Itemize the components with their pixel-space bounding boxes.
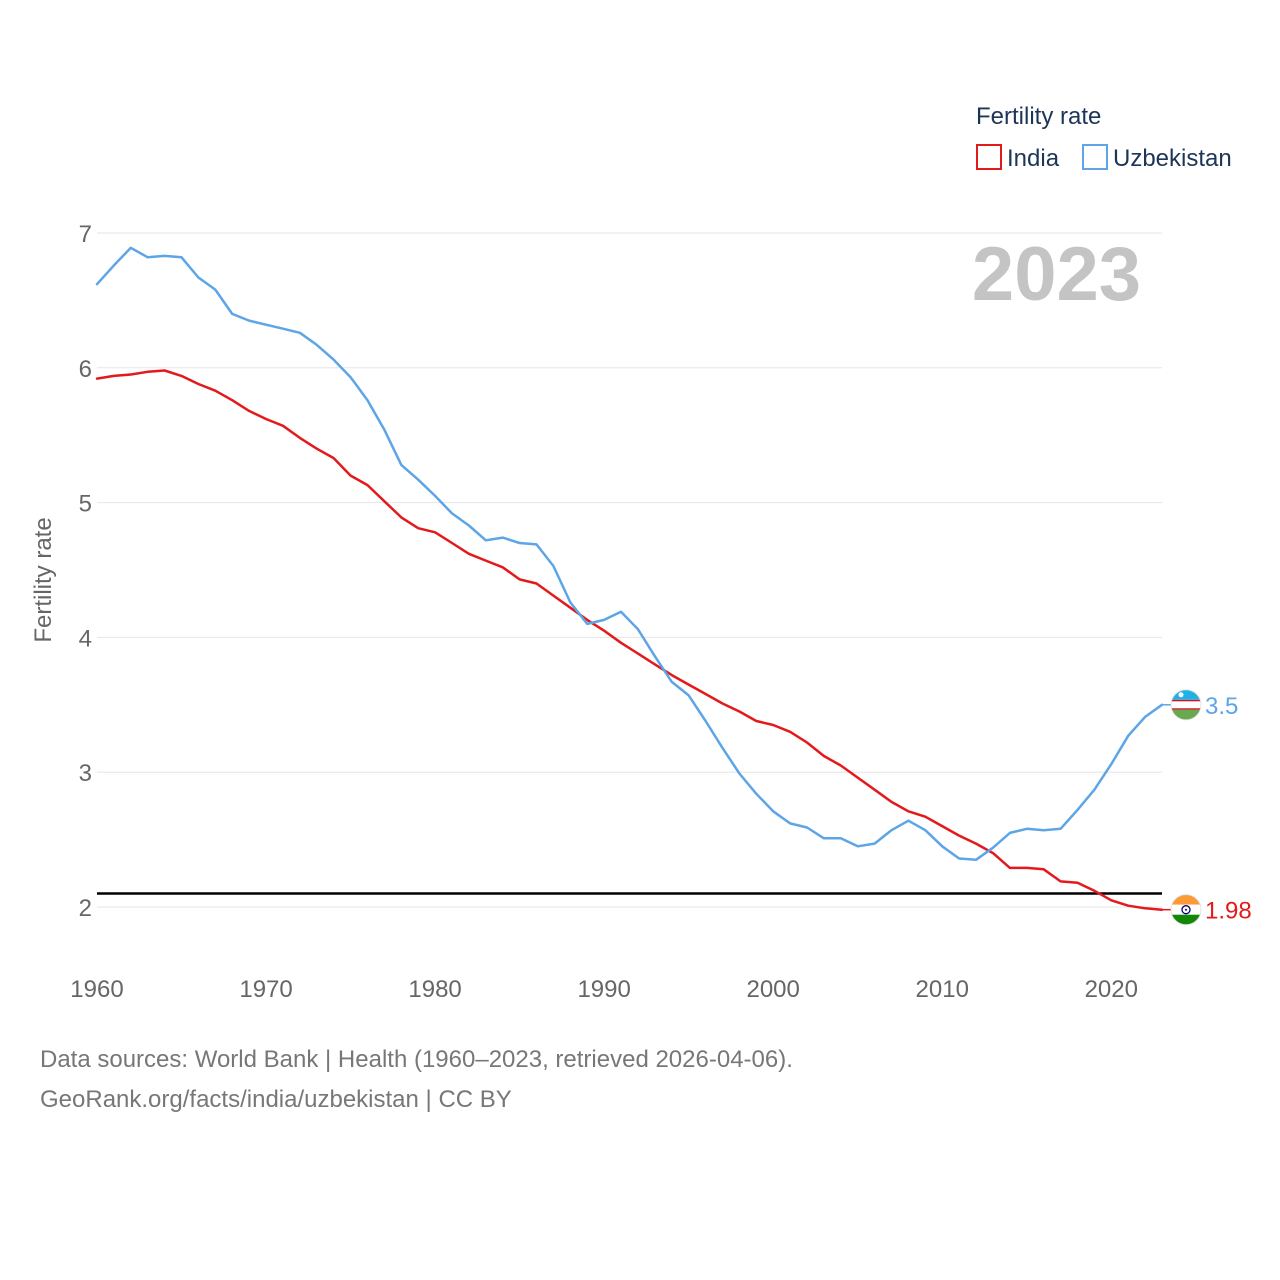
legend-title: Fertility rate bbox=[976, 103, 1101, 130]
x-tick-label-2020: 2020 bbox=[1085, 976, 1138, 1003]
series-line-uzbekistan bbox=[95, 246, 1164, 862]
legend-swatch-india bbox=[976, 144, 1002, 170]
data-source-text: Data sources: World Bank | Health (1960–… bbox=[40, 1046, 793, 1073]
legend-label-uzbekistan: Uzbekistan bbox=[1113, 145, 1232, 172]
credit-link[interactable]: GeoRank.org/facts/india/uzbekistan | CC … bbox=[40, 1086, 512, 1113]
india-flag-icon bbox=[1170, 894, 1202, 926]
legend-label-india: India bbox=[1007, 145, 1060, 172]
y-tick-label-3: 3 bbox=[79, 760, 92, 787]
gridlines bbox=[97, 232, 1162, 908]
y-tick-label-5: 5 bbox=[79, 491, 92, 518]
end-value-label-india: 1.98 bbox=[1205, 898, 1252, 925]
y-tick-label-6: 6 bbox=[79, 356, 92, 383]
y-tick-label-4: 4 bbox=[79, 625, 92, 652]
legend-item-uzbekistan[interactable]: Uzbekistan bbox=[1082, 144, 1232, 172]
end-markers: 1.98 3.5 bbox=[1162, 689, 1252, 926]
legend-swatch-uzbekistan bbox=[1082, 144, 1108, 170]
series-line-india bbox=[95, 369, 1164, 911]
x-tick-label-2000: 2000 bbox=[746, 976, 799, 1003]
x-tick-label-2010: 2010 bbox=[916, 976, 969, 1003]
fertility-chart: 2 3 4 5 6 7 1960 1970 1980 1990 2000 2010 2020 Fert… bbox=[30, 103, 1252, 1003]
x-tick-label-1960: 1960 bbox=[70, 976, 123, 1003]
x-tick-label-1970: 1970 bbox=[239, 976, 292, 1003]
series-lines bbox=[95, 246, 1164, 911]
current-year-label: 2023 bbox=[972, 232, 1141, 317]
footer: Data sources: World Bank | Health (1960–… bbox=[40, 1040, 793, 1120]
x-tick-label-1990: 1990 bbox=[577, 976, 630, 1003]
x-axis-ticks: 1960 1970 1980 1990 2000 2010 2020 bbox=[70, 976, 1138, 1003]
y-tick-label-2: 2 bbox=[79, 895, 92, 922]
legend: Fertility rate India Uzbekistan bbox=[976, 103, 1232, 172]
y-axis-ticks: 2 3 4 5 6 7 bbox=[79, 221, 92, 922]
x-tick-label-1980: 1980 bbox=[408, 976, 461, 1003]
legend-item-india[interactable]: India bbox=[976, 144, 1060, 172]
end-value-label-uzbekistan: 3.5 bbox=[1205, 693, 1238, 720]
y-tick-label-7: 7 bbox=[79, 221, 92, 248]
y-axis-title: Fertility rate bbox=[30, 517, 57, 642]
uzbekistan-flag-icon bbox=[1170, 689, 1202, 721]
